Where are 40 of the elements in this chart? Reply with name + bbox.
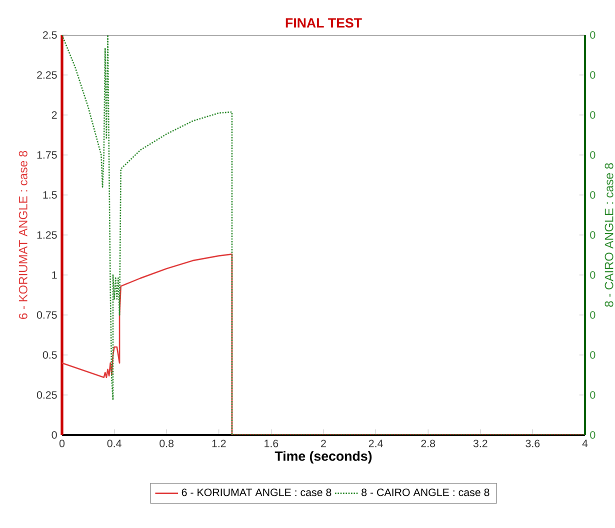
y-tick-label: 0.5 [42, 351, 57, 359]
y-tick-label: 1.25 [37, 231, 57, 239]
x-axis-title: Time (seconds) [274, 451, 372, 464]
legend-label: 8 - CAIRO ANGLE : case 8 [362, 488, 490, 496]
x-tick-label: 0 [59, 440, 65, 448]
y-tick-label: 2.5 [43, 31, 57, 39]
y2-tick-label: 0 [590, 111, 596, 119]
y2-tick-label: 0 [590, 391, 596, 399]
y-tick-label: 0.25 [36, 391, 57, 399]
x-tick-label: 1.6 [264, 440, 278, 448]
y2-axis-title: 8 - CAIRO ANGLE : case 8 [604, 163, 614, 307]
line-series [62, 34, 585, 435]
chart-title: FINAL TEST [286, 18, 362, 28]
y2-tick-label: 0 [590, 31, 596, 39]
x-tick-label: 3.2 [473, 440, 488, 448]
x-tick-label: 4 [582, 440, 588, 448]
legend-label: 6 - KORIUMAT ANGLE : case 8 [182, 488, 332, 496]
y-tick-label: 2 [52, 111, 57, 119]
y2-tick-label: 0 [590, 311, 596, 319]
y-tick-label: 0.75 [36, 311, 57, 319]
y2-tick-label: 0 [590, 431, 596, 439]
y-tick-label: 1.5 [43, 191, 57, 199]
y2-tick-label: 0 [590, 351, 596, 359]
y-axis-title: 6 - KORIUMAT ANGLE : case 8 [18, 150, 28, 319]
y-tick-label: 1 [52, 271, 57, 279]
x-tick-label: 1.2 [212, 440, 226, 448]
y-tick-label: 1.75 [37, 151, 57, 159]
x-tick-label: 2.4 [368, 440, 383, 448]
x-tick-label: 0.8 [160, 440, 174, 448]
x-tick-label: 2.8 [421, 440, 436, 448]
y2-tick-label: 0 [590, 71, 596, 79]
y-tick-label: 2.25 [37, 71, 57, 79]
x-tick-label: 2 [321, 440, 326, 448]
y2-tick-label: 0 [590, 271, 596, 279]
y2-tick-label: 0 [590, 231, 596, 239]
y-tick-label: 0 [52, 431, 57, 439]
y2-tick-label: 0 [590, 151, 596, 159]
y2-tick-label: 0 [590, 191, 596, 199]
x-tick-label: 3.6 [526, 440, 540, 448]
x-tick-label: 0.4 [107, 440, 122, 448]
